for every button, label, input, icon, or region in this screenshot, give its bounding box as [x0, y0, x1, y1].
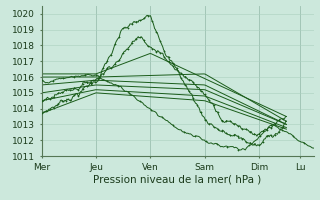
X-axis label: Pression niveau de la mer( hPa ): Pression niveau de la mer( hPa ) — [93, 175, 262, 185]
